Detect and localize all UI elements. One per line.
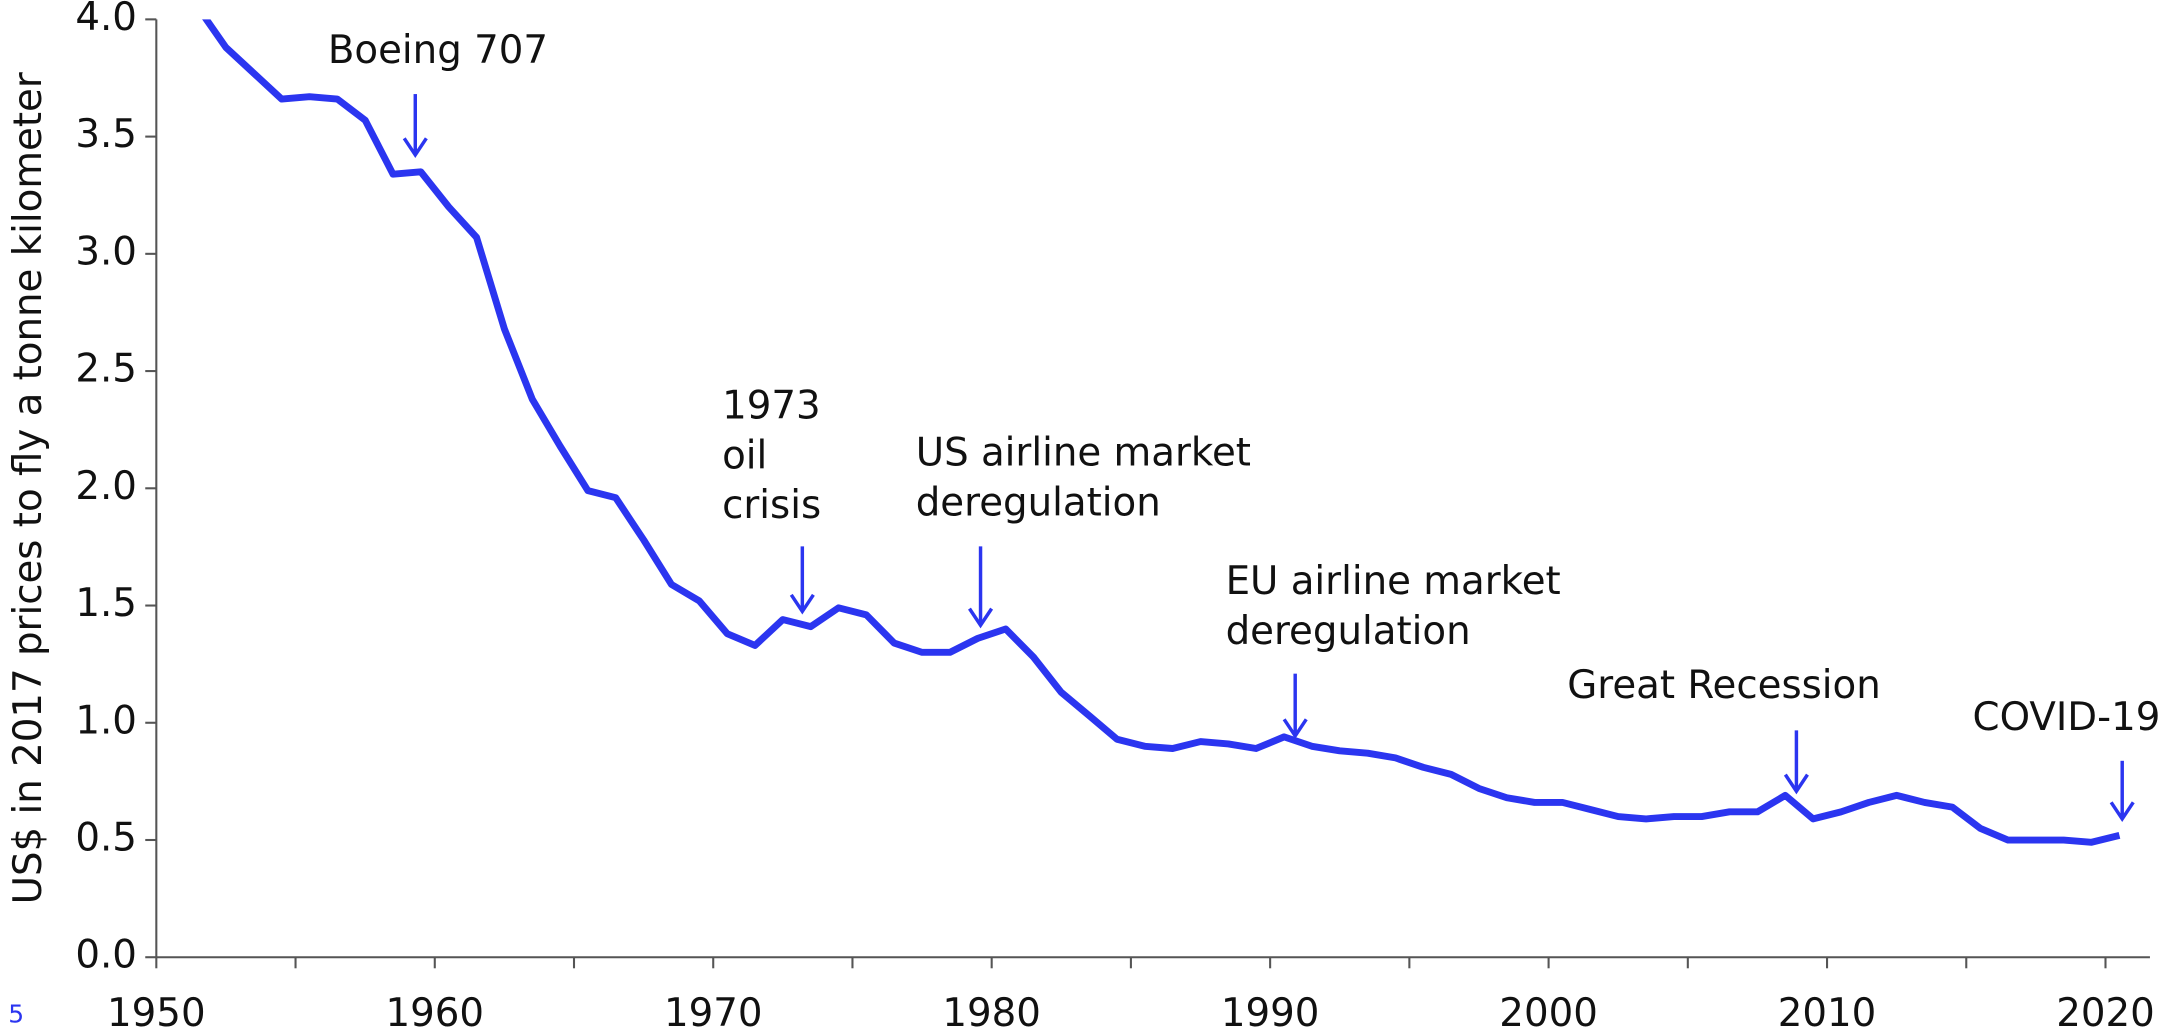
y-tick-label: 2.0 bbox=[75, 464, 137, 509]
x-tick-label: 1960 bbox=[386, 991, 485, 1034]
annotation-arrowhead bbox=[402, 137, 428, 159]
annotation-arrowhead bbox=[968, 607, 994, 629]
y-tick-label: 1.0 bbox=[75, 698, 137, 743]
y-tick-label: 1.5 bbox=[75, 581, 137, 626]
annotation-text: crisis bbox=[722, 483, 821, 528]
x-tick-label: 2010 bbox=[1778, 991, 1877, 1034]
plot-area bbox=[202, 19, 2121, 846]
x-tick-label: 1990 bbox=[1221, 991, 1320, 1034]
x-tick-label: 1950 bbox=[107, 991, 206, 1034]
page-number: 5 bbox=[8, 999, 24, 1028]
x-tick-label: 2000 bbox=[1499, 991, 1598, 1034]
annotation-text: COVID-19 bbox=[1973, 695, 2161, 740]
annotation-text: Boeing 707 bbox=[328, 28, 548, 73]
annotation-text: US airline market bbox=[916, 431, 1251, 476]
y-tick-label: 3.0 bbox=[75, 229, 137, 274]
x-tick-label: 1980 bbox=[942, 991, 1041, 1034]
y-tick-label: 4.0 bbox=[75, 0, 137, 40]
annotation-text: 1973 bbox=[722, 384, 821, 429]
annotation-arrowhead bbox=[2109, 801, 2135, 823]
annotation-arrowhead bbox=[789, 593, 815, 615]
y-tick-label: 0.0 bbox=[75, 933, 137, 978]
y-tick-label: 2.5 bbox=[75, 347, 137, 392]
y-tick-label: 3.5 bbox=[75, 112, 137, 157]
y-tick-label: 0.5 bbox=[75, 815, 137, 860]
annotation-text: EU airline market bbox=[1226, 559, 1561, 604]
y-axis-label: US$ in 2017 prices to fly a tonne kilome… bbox=[6, 72, 51, 904]
price-line bbox=[202, 19, 2121, 846]
annotation-arrowhead bbox=[1783, 773, 1809, 795]
annotation-text: oil bbox=[722, 433, 767, 478]
annotation-arrowhead bbox=[1282, 718, 1308, 740]
annotation-text: Great Recession bbox=[1567, 663, 1881, 708]
annotation-text: deregulation bbox=[1226, 609, 1471, 654]
annotation-text: deregulation bbox=[916, 480, 1161, 525]
x-tick-label: 1970 bbox=[664, 991, 763, 1034]
x-tick-label: 2020 bbox=[2056, 991, 2155, 1034]
